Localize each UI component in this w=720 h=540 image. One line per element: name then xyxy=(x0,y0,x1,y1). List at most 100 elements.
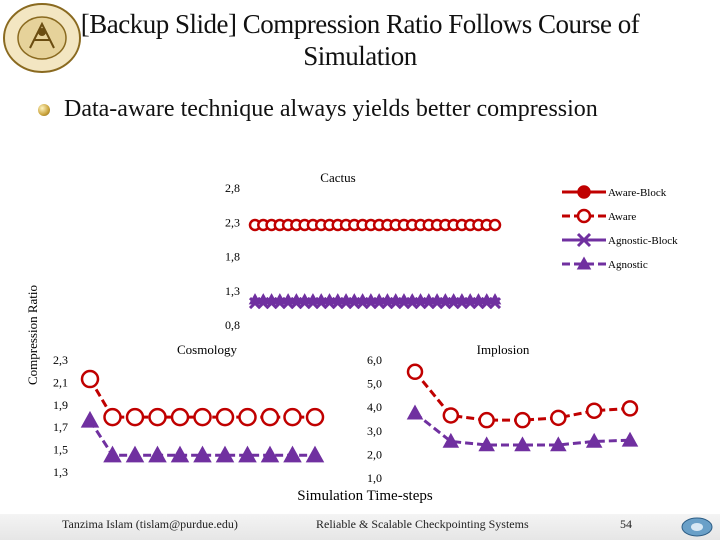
chart-area: Cactus 2,8 2,3 1,8 1,3 0,8 Cosmology 2,3 2,1 1,9… xyxy=(25,170,678,504)
x-axis-label: Simulation Time-steps xyxy=(297,488,433,504)
data-point xyxy=(298,293,311,305)
y-tick-label: 2,3 xyxy=(53,353,68,367)
page-number: 54 xyxy=(620,517,632,531)
y-tick-label: 2,3 xyxy=(225,215,240,229)
y-tick-label: 2,1 xyxy=(53,375,68,389)
data-point xyxy=(80,369,100,389)
data-point xyxy=(125,407,145,427)
data-point xyxy=(314,293,328,305)
data-point xyxy=(514,436,531,452)
data-point xyxy=(514,411,531,429)
y-tick-label: 2,0 xyxy=(367,447,382,461)
data-point xyxy=(430,293,444,305)
data-point xyxy=(260,407,280,427)
data-point xyxy=(480,293,493,305)
data-point xyxy=(585,432,603,448)
data-point xyxy=(331,293,345,305)
data-point xyxy=(125,445,145,463)
y-tick-label: 5,0 xyxy=(367,377,382,391)
data-point xyxy=(273,293,287,305)
y-tick-label: 1,3 xyxy=(53,465,68,479)
data-point xyxy=(397,293,411,305)
data-point xyxy=(148,445,167,463)
data-point xyxy=(305,407,325,427)
bullet-text: Data-aware technique always yields bette… xyxy=(64,96,598,122)
data-point xyxy=(472,293,485,305)
data-point xyxy=(406,363,424,381)
data-point xyxy=(585,402,603,419)
data-point xyxy=(372,293,386,305)
data-point xyxy=(260,445,280,463)
data-point xyxy=(193,407,212,427)
y-tick-label: 3,0 xyxy=(367,424,382,438)
y-tick-label: 0,8 xyxy=(225,318,240,332)
y-tick-label: 4,0 xyxy=(367,400,382,414)
data-point xyxy=(364,293,378,305)
data-point xyxy=(422,293,436,305)
data-point xyxy=(257,293,270,305)
bullet-icon xyxy=(38,103,50,116)
legend-marker xyxy=(576,208,592,224)
y-tick-label: 2,8 xyxy=(225,181,240,195)
cactus-chart: Cactus 2,8 2,3 1,8 1,3 0,8 xyxy=(225,170,502,332)
cosmology-chart: Cosmology 2,3 2,1 1,9 1,7 1,5 1,3 xyxy=(53,342,325,479)
legend-marker xyxy=(577,185,591,199)
data-point xyxy=(103,445,122,463)
y-tick-label: 1,8 xyxy=(225,250,240,264)
data-point xyxy=(281,293,295,305)
data-point xyxy=(550,409,567,427)
data-point xyxy=(248,293,262,305)
title-line-2: Simulation xyxy=(303,41,417,71)
data-point xyxy=(621,431,639,447)
data-point xyxy=(414,293,427,305)
data-point xyxy=(283,407,302,427)
chart-title: Implosion xyxy=(477,342,530,357)
footer-author: Tanzima Islam (tislam@purdue.edu) xyxy=(62,517,238,531)
legend-marker xyxy=(576,256,592,270)
data-point xyxy=(265,293,278,305)
y-axis-label: Compression Ratio xyxy=(25,285,40,385)
y-tick-label: 1,5 xyxy=(53,443,68,457)
legend-label: Aware xyxy=(608,211,636,223)
data-point xyxy=(215,445,235,463)
data-point xyxy=(447,293,460,305)
series-line-agnostic xyxy=(88,419,315,457)
chart-title: Cactus xyxy=(320,170,355,185)
data-point xyxy=(339,293,353,305)
purdue-logo xyxy=(3,3,81,73)
data-point xyxy=(238,445,257,463)
data-point xyxy=(381,293,394,305)
footer-bar xyxy=(0,514,720,540)
data-point xyxy=(621,400,639,417)
legend-label: Agnostic xyxy=(608,259,648,271)
data-point xyxy=(463,293,477,305)
data-point xyxy=(283,445,302,463)
data-point xyxy=(488,218,502,232)
data-point xyxy=(103,407,122,427)
data-point xyxy=(323,293,336,305)
data-point xyxy=(478,436,495,452)
data-point xyxy=(439,293,452,305)
data-point xyxy=(238,407,257,427)
data-point xyxy=(80,410,100,428)
data-point xyxy=(348,293,361,305)
footer-center: Reliable & Scalable Checkpointing System… xyxy=(316,517,529,531)
y-tick-label: 1,0 xyxy=(367,471,382,485)
data-point xyxy=(442,407,460,424)
data-point xyxy=(306,293,320,305)
y-tick-label: 6,0 xyxy=(367,353,382,367)
data-point xyxy=(193,445,212,463)
y-tick-label: 1,3 xyxy=(225,284,240,298)
y-tick-label: 1,9 xyxy=(53,398,68,412)
legend-label: Aware-Block xyxy=(608,187,667,199)
data-point xyxy=(305,445,325,463)
data-point xyxy=(356,293,369,305)
data-point xyxy=(455,293,469,305)
data-point xyxy=(478,411,495,429)
data-point xyxy=(405,293,419,305)
data-point xyxy=(215,407,235,427)
data-point xyxy=(550,436,567,452)
implosion-chart: Implosion 6,0 5,0 4,0 3,0 2,0 1,0 xyxy=(367,342,639,485)
chart-title: Cosmology xyxy=(177,342,237,357)
data-point xyxy=(406,404,424,420)
